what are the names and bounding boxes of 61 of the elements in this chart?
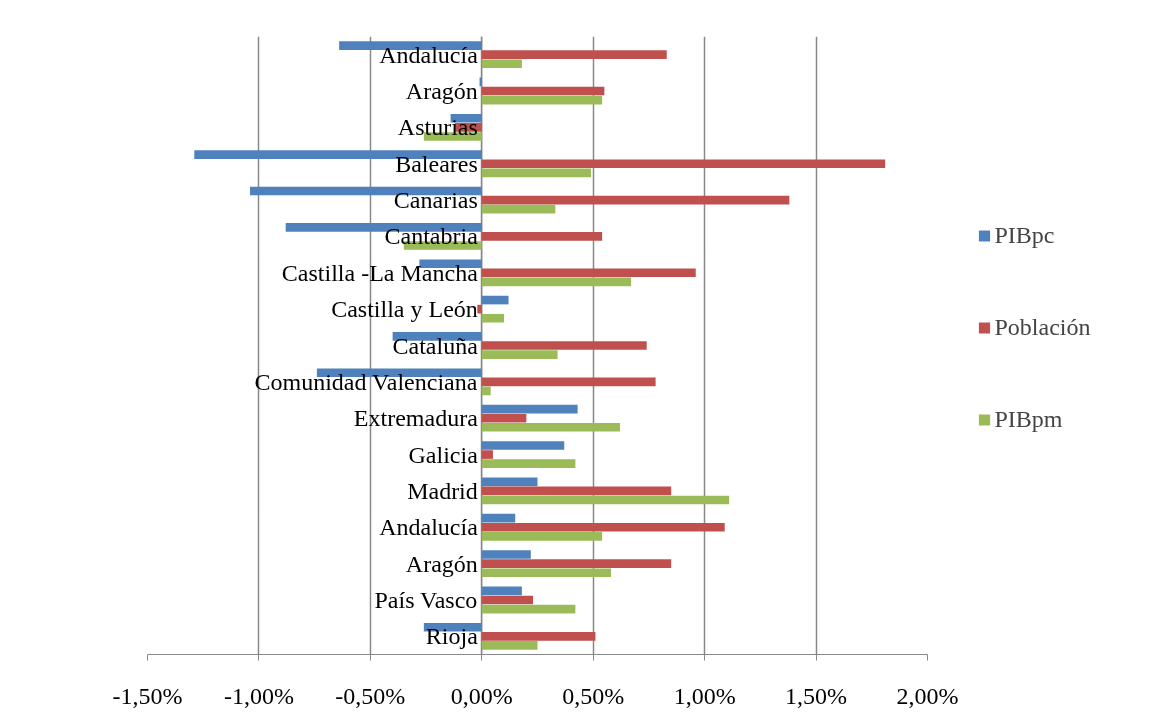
y-tick-label: Extremadura bbox=[353, 405, 479, 432]
x-tick-label: -0,50% bbox=[335, 682, 406, 709]
bar bbox=[481, 559, 672, 568]
bar bbox=[481, 632, 596, 641]
bar bbox=[481, 341, 647, 350]
bar bbox=[477, 304, 482, 314]
legend-label: PIBpm bbox=[994, 405, 1063, 433]
bar bbox=[481, 313, 505, 323]
bar bbox=[481, 404, 578, 414]
y-tick-label: Aragón bbox=[405, 78, 478, 105]
bar bbox=[481, 277, 632, 287]
bar bbox=[481, 59, 522, 69]
y-tick-label: Aragón bbox=[405, 550, 478, 577]
bar bbox=[481, 195, 790, 205]
bar bbox=[481, 232, 603, 241]
bar bbox=[481, 168, 591, 178]
y-tick-label: País Vasco bbox=[374, 586, 478, 613]
bar bbox=[481, 377, 656, 387]
bar bbox=[481, 86, 605, 96]
bar bbox=[481, 513, 516, 523]
bar bbox=[481, 50, 667, 59]
x-tick-label: 1,50% bbox=[785, 682, 848, 709]
bar bbox=[481, 204, 556, 214]
x-tick-label: 2,00% bbox=[896, 682, 959, 709]
bar bbox=[481, 568, 612, 578]
x-tick-label: -1,00% bbox=[223, 682, 294, 709]
bar bbox=[481, 586, 522, 596]
bar bbox=[481, 641, 538, 650]
bar bbox=[481, 95, 603, 105]
y-tick-label: Castilla y León bbox=[331, 296, 478, 323]
y-tick-label: Canarias bbox=[393, 187, 478, 214]
y-tick-label: Rioja bbox=[425, 623, 479, 650]
bar bbox=[481, 350, 558, 359]
bar bbox=[481, 422, 620, 432]
bar bbox=[481, 477, 538, 487]
bar bbox=[481, 386, 491, 396]
bar bbox=[481, 159, 886, 169]
x-tick-label: -1,50% bbox=[112, 682, 183, 709]
bar bbox=[481, 450, 493, 459]
bar bbox=[481, 486, 672, 496]
bar bbox=[481, 522, 725, 532]
x-tick-label: 0,00% bbox=[450, 682, 513, 709]
legend-label: Población bbox=[994, 313, 1091, 341]
y-tick-label: Comunidad Valenciana bbox=[254, 368, 478, 395]
bar bbox=[481, 441, 565, 450]
bar bbox=[481, 595, 534, 605]
bar bbox=[481, 459, 576, 468]
bar bbox=[481, 495, 730, 505]
y-tick-label: Galicia bbox=[408, 441, 479, 468]
bar bbox=[481, 413, 527, 423]
bar bbox=[481, 295, 509, 305]
y-tick-label: Andalucía bbox=[379, 514, 479, 541]
legend-label: PIBpc bbox=[994, 221, 1055, 249]
y-tick-label: Madrid bbox=[407, 477, 478, 504]
x-tick-label: 0,50% bbox=[562, 682, 625, 709]
bar bbox=[481, 604, 576, 614]
bar bbox=[481, 532, 603, 541]
bar bbox=[481, 550, 531, 559]
x-tick-label: 1,00% bbox=[673, 682, 736, 709]
y-tick-label: Cataluña bbox=[392, 332, 479, 359]
bar bbox=[481, 268, 696, 278]
